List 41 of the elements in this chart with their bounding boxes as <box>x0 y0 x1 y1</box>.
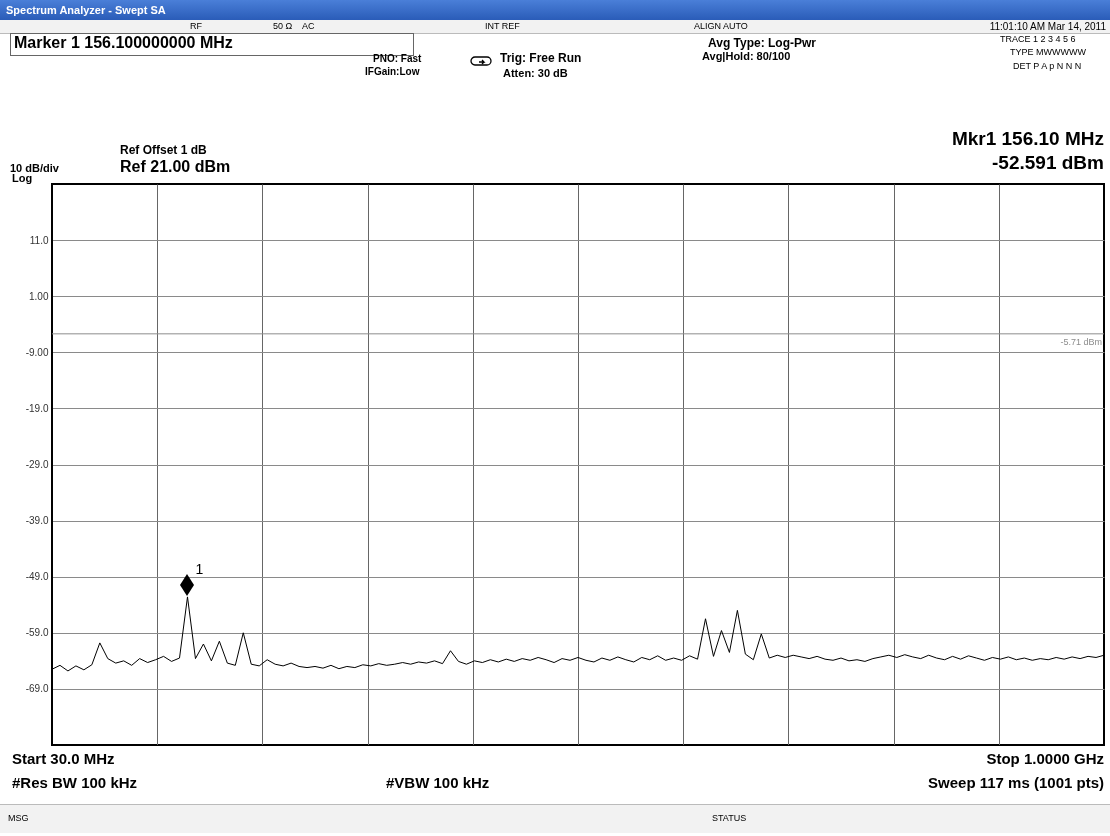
text: STATUS <box>712 813 747 823</box>
text: MSG <box>8 813 29 823</box>
text: PNO: Fast <box>373 53 422 64</box>
text: TRACE 1 2 3 4 5 6 <box>1000 34 1076 44</box>
text: 50 Ω <box>273 21 293 31</box>
ref-line-label: -5.71 dBm <box>1060 336 1102 347</box>
text: Atten: 30 dB <box>503 67 568 79</box>
text: Sweep 117 ms (1001 pts) <box>928 774 1104 791</box>
annotation: 1 <box>195 560 204 577</box>
text: DET P A p N N N <box>1013 61 1082 71</box>
text: RF <box>190 21 202 31</box>
y-tick-label: -39.0 <box>25 515 49 527</box>
y-tick-label: -69.0 <box>25 683 49 695</box>
y-tick-label: -9.00 <box>25 346 49 358</box>
text: -52.591 dBm <box>992 152 1104 174</box>
text: #VBW 100 kHz <box>386 774 490 791</box>
text: TYPE MWWWWW <box>1010 47 1086 57</box>
text: Ref 21.00 dBm <box>120 158 231 176</box>
chart-title: Spectrum Analyzer - Swept SA <box>0 0 1110 20</box>
text: #Res BW 100 kHz <box>12 774 138 791</box>
y-tick-label: -19.0 <box>25 402 49 414</box>
text: Avg|Hold: 80/100 <box>702 50 791 62</box>
text: ALIGN AUTO <box>694 21 748 31</box>
text: Trig: Free Run <box>500 51 582 65</box>
text: INT REF <box>485 21 520 31</box>
y-tick-label: 11.0 <box>29 234 49 246</box>
text: Ref Offset 1 dB <box>120 143 207 157</box>
text: Stop 1.0000 GHz <box>986 750 1104 767</box>
text: 11:01:10 AM Mar 14, 2011 <box>989 21 1106 32</box>
text: Start 30.0 MHz <box>12 750 115 767</box>
text: AC <box>302 21 315 31</box>
text: Log <box>12 172 33 184</box>
y-tick-label: -29.0 <box>25 459 49 470</box>
text: Avg Type: Log-Pwr <box>708 36 816 50</box>
y-tick-label: -49.0 <box>25 571 49 583</box>
text: Mkr1 156.10 MHz <box>951 128 1104 150</box>
text: IFGain:Low <box>365 66 420 77</box>
text: Marker 1 156.100000000 MHz <box>14 34 233 52</box>
y-tick-label: 1.00 <box>29 290 49 302</box>
y-tick-label: -59.0 <box>25 627 49 639</box>
text: 10 dB/div <box>10 162 59 174</box>
